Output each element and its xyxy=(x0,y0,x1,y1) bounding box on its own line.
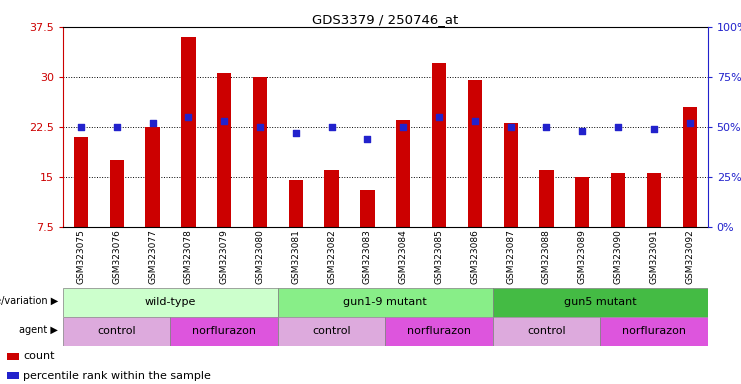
Text: norflurazon: norflurazon xyxy=(407,326,471,336)
Bar xyxy=(493,288,708,317)
Point xyxy=(147,120,159,126)
Bar xyxy=(217,73,231,227)
Text: control: control xyxy=(97,326,136,336)
Bar xyxy=(396,120,411,227)
Bar xyxy=(503,123,518,227)
Text: control: control xyxy=(312,326,351,336)
Text: norflurazon: norflurazon xyxy=(192,326,256,336)
Point xyxy=(469,118,481,124)
Point xyxy=(290,130,302,136)
Bar xyxy=(253,77,267,227)
Bar xyxy=(110,160,124,227)
Text: count: count xyxy=(23,351,55,361)
Bar xyxy=(385,317,493,346)
Bar xyxy=(63,317,170,346)
Bar xyxy=(647,173,661,227)
Text: wild-type: wild-type xyxy=(144,297,196,308)
Bar xyxy=(468,80,482,227)
Bar xyxy=(288,180,303,227)
Text: genotype/variation ▶: genotype/variation ▶ xyxy=(0,296,58,306)
Bar xyxy=(278,288,493,317)
Text: gun5 mutant: gun5 mutant xyxy=(564,297,637,308)
Bar xyxy=(600,317,708,346)
Title: GDS3379 / 250746_at: GDS3379 / 250746_at xyxy=(312,13,459,26)
Bar xyxy=(432,63,446,227)
Text: percentile rank within the sample: percentile rank within the sample xyxy=(23,371,211,381)
Point xyxy=(325,124,337,130)
Point xyxy=(362,136,373,142)
Bar xyxy=(575,177,589,227)
Point xyxy=(433,114,445,120)
Text: control: control xyxy=(527,326,566,336)
Point xyxy=(218,118,230,124)
Bar xyxy=(611,173,625,227)
Bar xyxy=(325,170,339,227)
Bar xyxy=(181,37,196,227)
Bar xyxy=(63,288,278,317)
Point xyxy=(576,127,588,134)
Bar xyxy=(682,107,697,227)
Text: gun1-9 mutant: gun1-9 mutant xyxy=(343,297,428,308)
Text: agent ▶: agent ▶ xyxy=(19,325,58,335)
Bar xyxy=(145,127,159,227)
Point xyxy=(648,126,659,132)
Point xyxy=(397,124,409,130)
Point xyxy=(75,124,87,130)
Point xyxy=(612,124,624,130)
Text: norflurazon: norflurazon xyxy=(622,326,686,336)
Point xyxy=(684,120,696,126)
Point xyxy=(110,124,122,130)
Bar xyxy=(7,372,19,379)
Bar xyxy=(73,137,88,227)
Bar xyxy=(360,190,374,227)
Bar xyxy=(7,353,19,360)
Point xyxy=(182,114,194,120)
Bar xyxy=(170,317,278,346)
Bar xyxy=(493,317,600,346)
Bar xyxy=(278,317,385,346)
Point xyxy=(254,124,266,130)
Bar xyxy=(539,170,554,227)
Point xyxy=(540,124,552,130)
Point xyxy=(505,124,516,130)
